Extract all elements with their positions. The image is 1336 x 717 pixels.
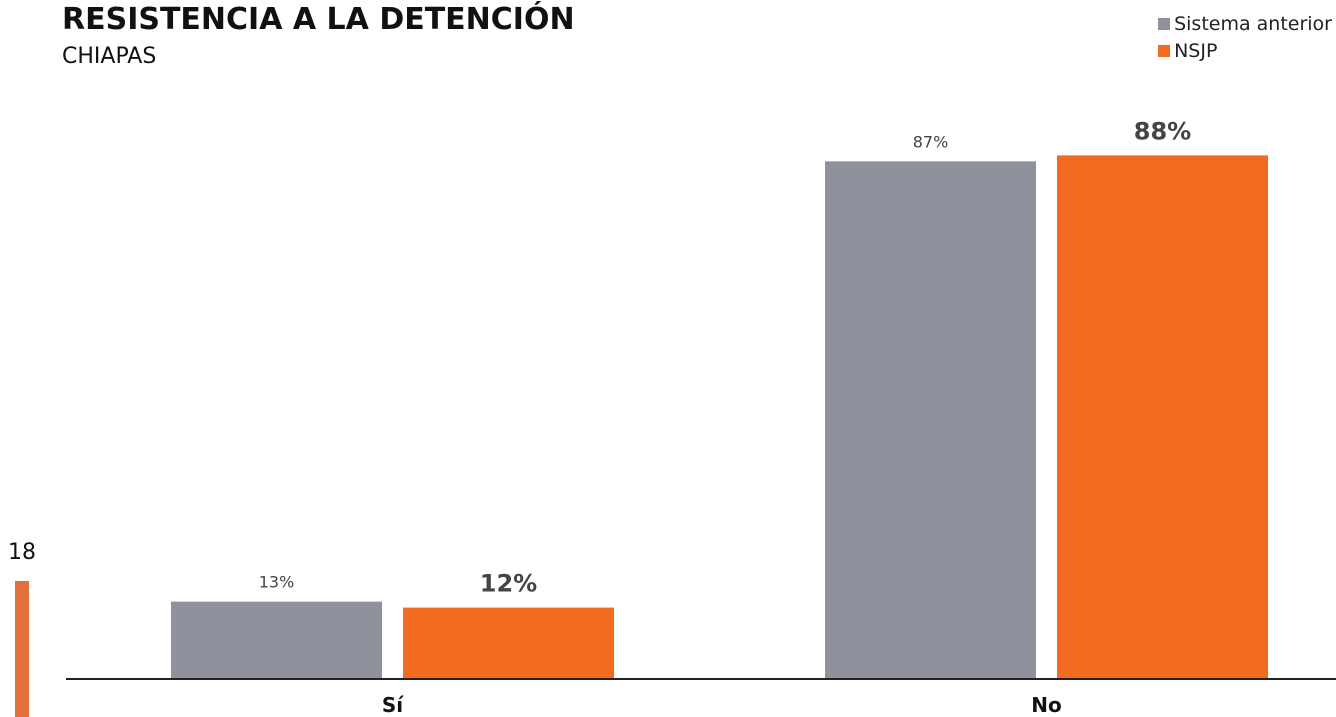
legend-swatch-nsjp bbox=[1158, 44, 1171, 57]
bar-nsjp-no bbox=[1057, 155, 1268, 679]
data-label-nsjp-no: 88% bbox=[1134, 117, 1191, 145]
legend: Sistema anterior NSJP bbox=[1158, 10, 1332, 64]
x-tick-label-si: Sí bbox=[382, 693, 404, 717]
data-label-sistema-anterior-si: 13% bbox=[259, 573, 295, 592]
bar-sistema-anterior-si bbox=[171, 601, 382, 679]
legend-swatch-sistema-anterior bbox=[1158, 17, 1171, 30]
chart-subtitle: CHIAPAS bbox=[62, 44, 157, 69]
chart-title: RESISTENCIA A LA DETENCIÓN bbox=[62, 2, 575, 37]
legend-item-sistema-anterior: Sistema anterior bbox=[1158, 10, 1332, 37]
data-label-sistema-anterior-no: 87% bbox=[913, 132, 949, 151]
bar-sistema-anterior-no bbox=[825, 161, 1036, 680]
x-tick-label-no: No bbox=[1031, 693, 1061, 717]
legend-label-nsjp: NSJP bbox=[1174, 39, 1218, 62]
legend-item-nsjp: NSJP bbox=[1158, 37, 1332, 64]
bar-nsjp-si bbox=[403, 607, 614, 679]
page-number: 18 bbox=[8, 540, 36, 565]
page-accent-bar bbox=[15, 581, 29, 717]
legend-label-sistema-anterior: Sistema anterior bbox=[1174, 12, 1332, 35]
data-label-nsjp-si: 12% bbox=[480, 570, 537, 598]
